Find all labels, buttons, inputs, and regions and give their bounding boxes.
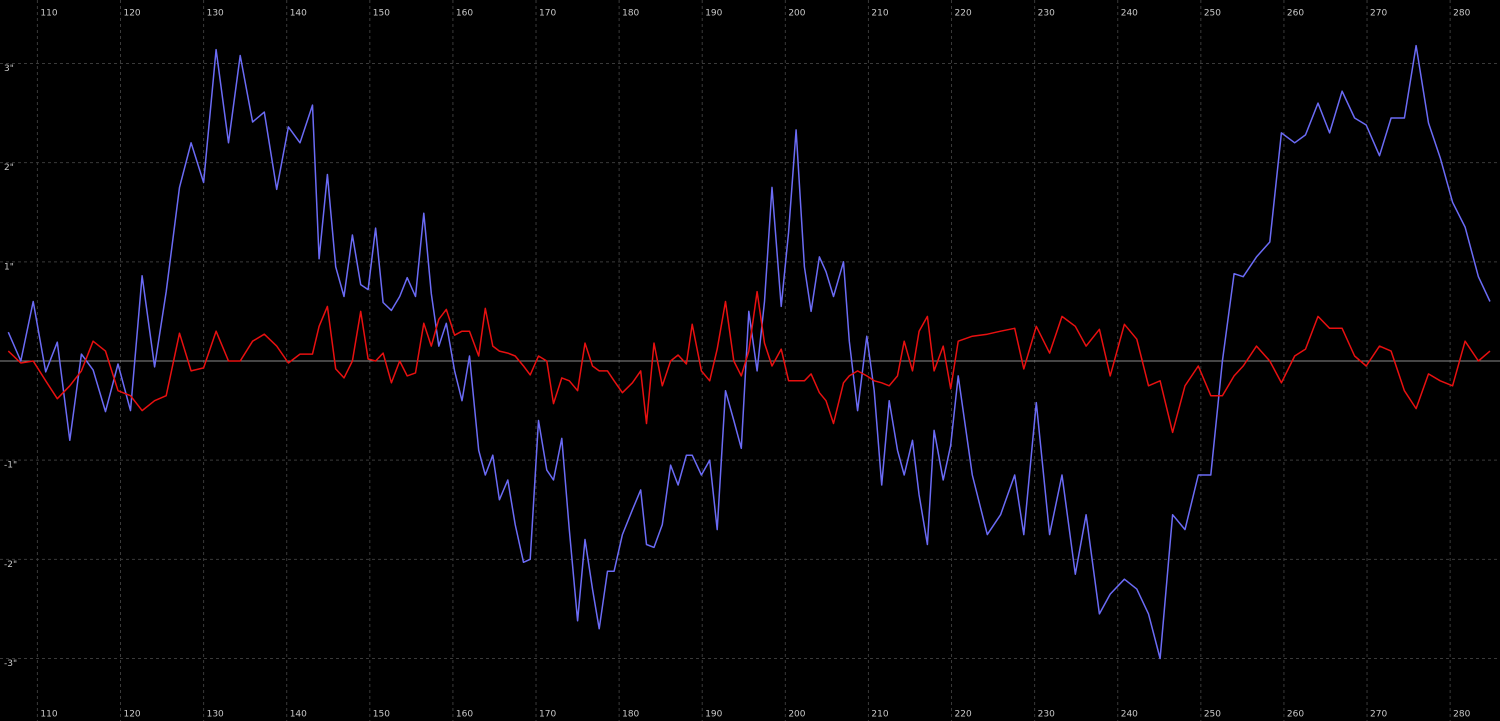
x-tick-label: 180: [622, 9, 639, 19]
x-tick-label: 190: [705, 9, 722, 19]
y-tick-label: -1": [4, 461, 17, 471]
x-tick-label: 170: [539, 710, 556, 720]
y-tick-label: 3": [4, 64, 14, 74]
x-tick-label: 150: [373, 710, 390, 720]
y-tick-label: 2": [4, 163, 14, 173]
x-tick-label: 200: [788, 710, 805, 720]
x-tick-label: 220: [955, 9, 972, 19]
x-tick-label: 190: [705, 710, 722, 720]
x-tick-label: 240: [1121, 9, 1138, 19]
y-tick-label: -3": [4, 659, 17, 669]
x-tick-label: 280: [1453, 710, 1470, 720]
x-tick-label: 240: [1121, 710, 1138, 720]
x-tick-label: 110: [40, 9, 57, 19]
x-tick-label: 160: [456, 9, 473, 19]
x-tick-label: 120: [123, 710, 140, 720]
data-line: [7, 44, 1491, 660]
x-tick-label: 230: [1038, 710, 1055, 720]
y-tick-label: -2": [4, 560, 17, 570]
x-tick-label: 130: [207, 710, 224, 720]
x-tick-label: 120: [123, 9, 140, 19]
x-tick-label: 280: [1453, 9, 1470, 19]
x-tick-label: 260: [1287, 710, 1304, 720]
x-tick-label: 230: [1038, 9, 1055, 19]
x-tick-label: 170: [539, 9, 556, 19]
x-tick-label: 180: [622, 710, 639, 720]
x-tick-label: 270: [1370, 710, 1387, 720]
x-tick-label: 210: [871, 9, 888, 19]
y-tick-label: 1": [4, 262, 14, 272]
x-tick-label: 250: [1204, 710, 1221, 720]
x-tick-label: 220: [955, 710, 972, 720]
x-tick-label: 200: [788, 9, 805, 19]
x-tick-label: 210: [871, 710, 888, 720]
x-tick-label: 250: [1204, 9, 1221, 19]
x-tick-label: 130: [207, 9, 224, 19]
x-tick-label: 260: [1287, 9, 1304, 19]
x-tick-label: 110: [40, 710, 57, 720]
x-tick-label: 140: [290, 9, 307, 19]
x-tick-label: 160: [456, 710, 473, 720]
x-tick-label: 270: [1370, 9, 1387, 19]
data-line: [7, 290, 1491, 434]
x-tick-label: 140: [290, 710, 307, 720]
x-tick-label: 150: [373, 9, 390, 19]
